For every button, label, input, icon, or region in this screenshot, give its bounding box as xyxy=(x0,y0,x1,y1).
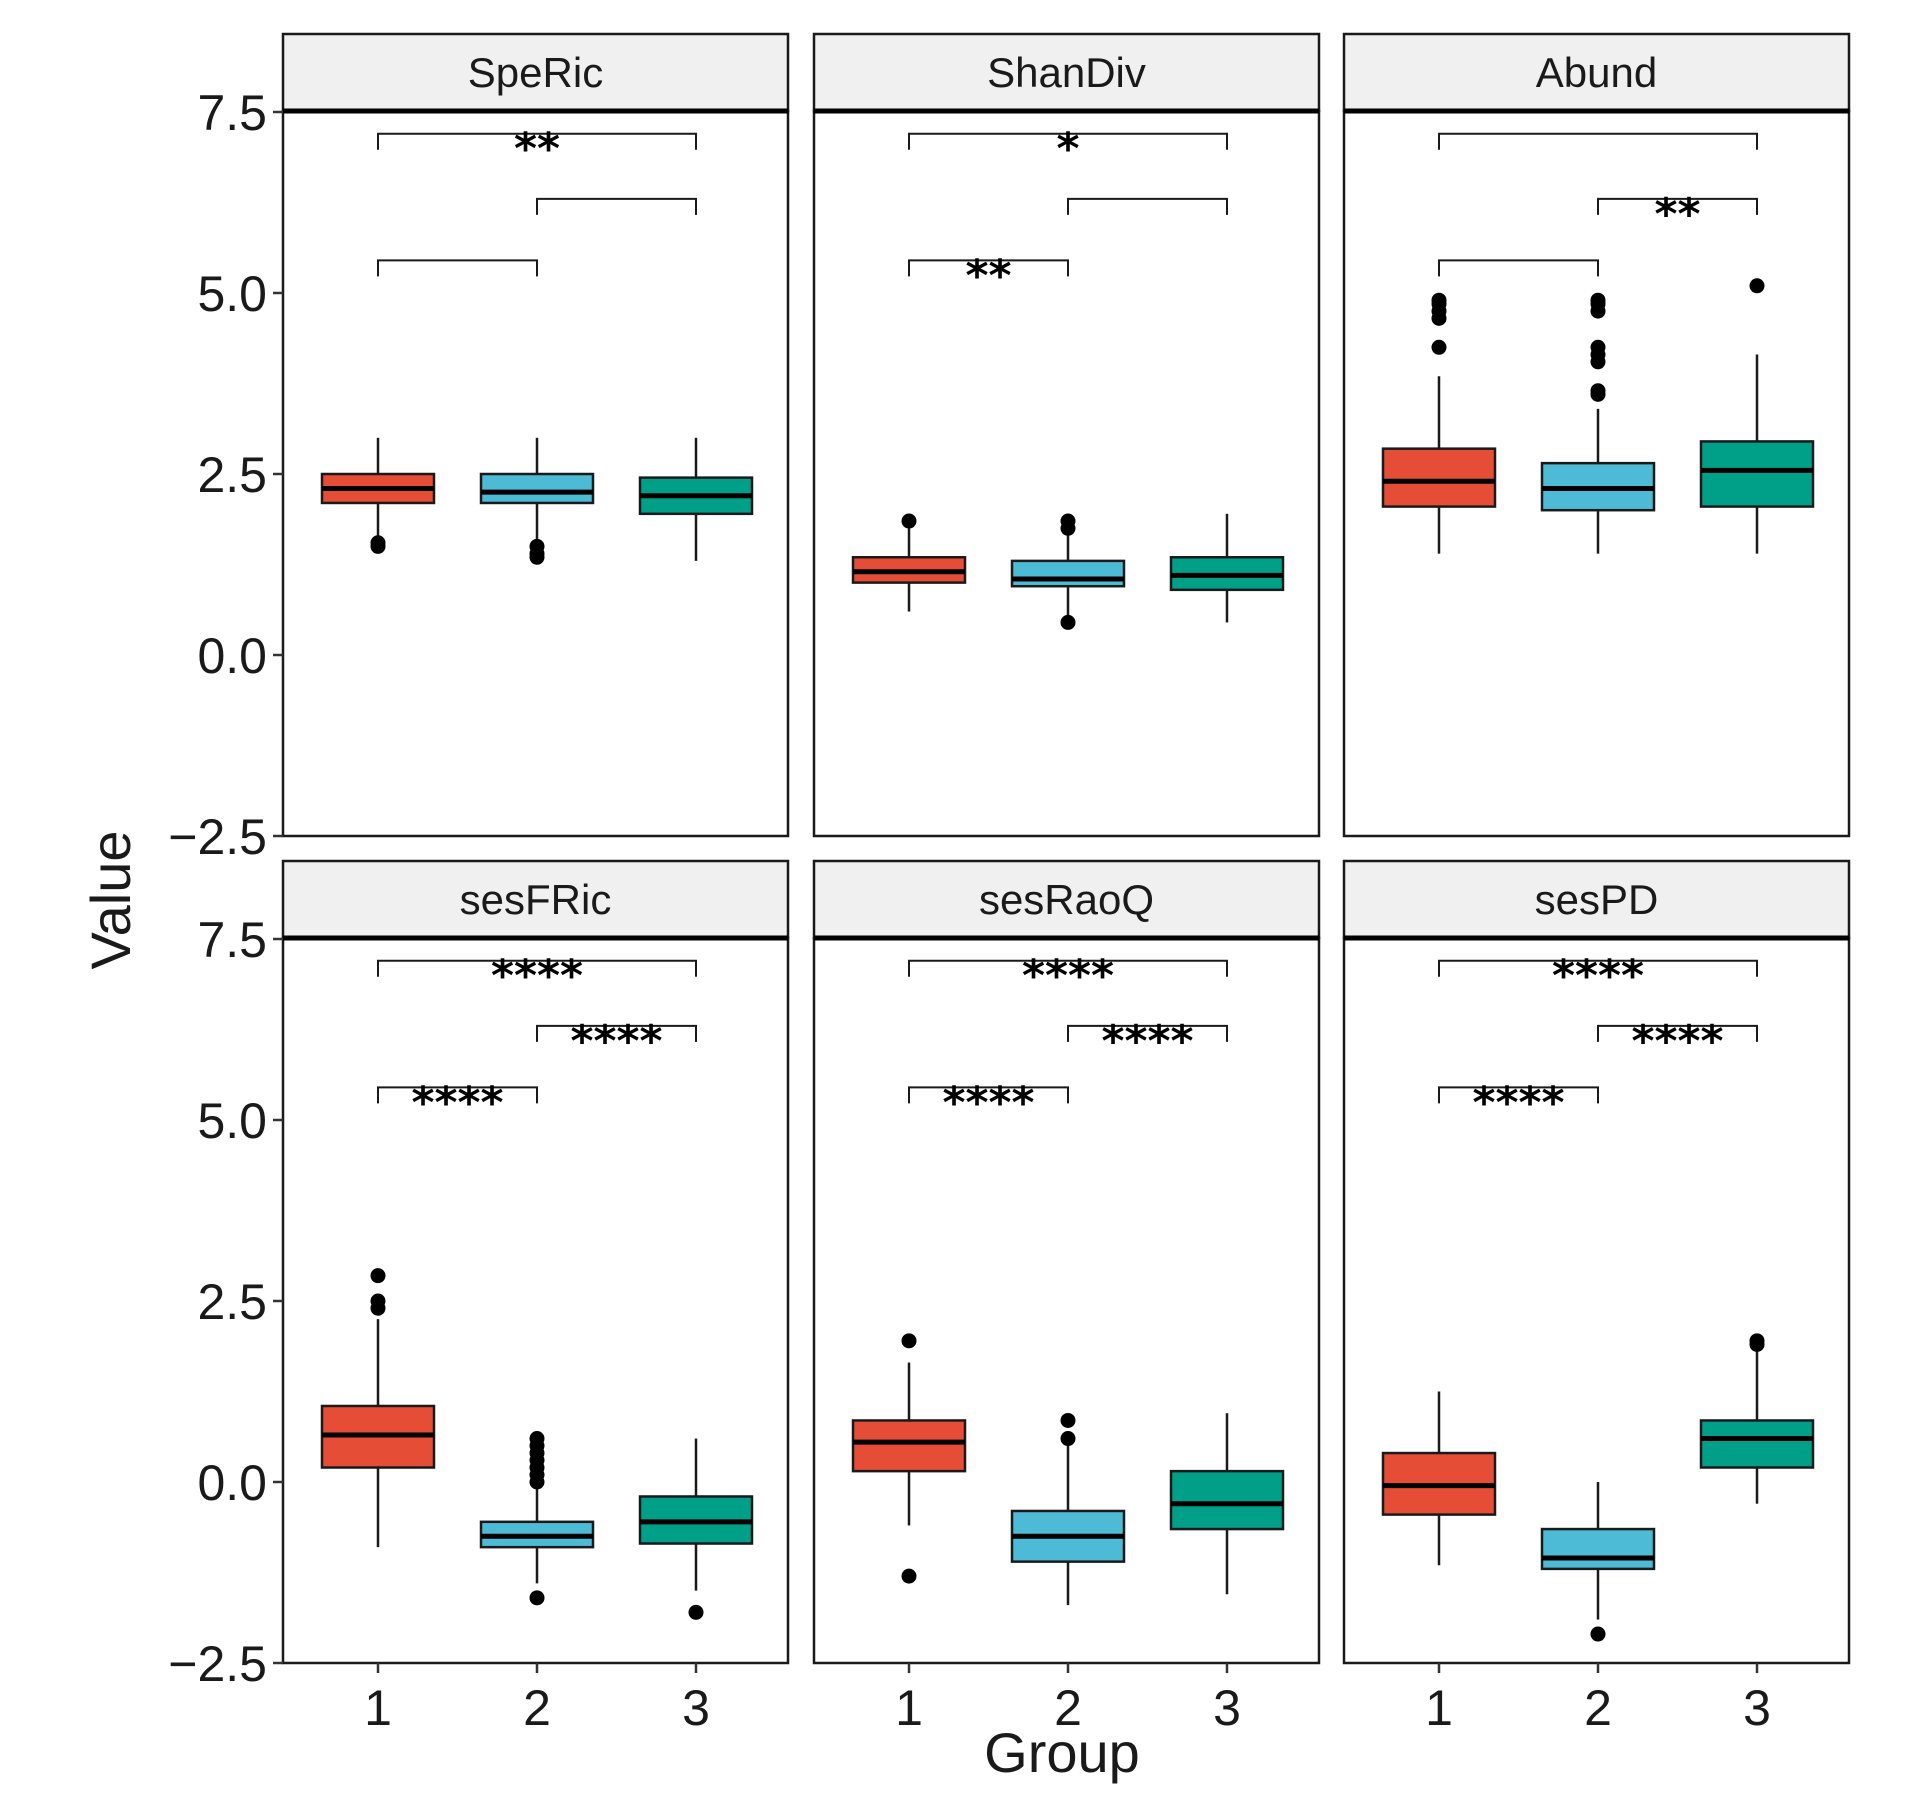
x-tick-label: 2 xyxy=(1584,1680,1612,1736)
outlier-point xyxy=(1060,614,1076,630)
box-group-3 xyxy=(1699,1419,1815,1469)
facet-title: Abund xyxy=(1536,49,1657,96)
significance-bracket xyxy=(1438,1086,1599,1104)
significance-bracket xyxy=(377,259,538,277)
outlier-point xyxy=(1431,292,1447,308)
significance-label: ** xyxy=(514,124,560,175)
x-axis-title: Group xyxy=(984,1721,1140,1784)
outlier-point xyxy=(1431,339,1447,355)
significance-label: **** xyxy=(570,1016,662,1067)
significance-label: * xyxy=(1056,124,1079,175)
outlier-point xyxy=(901,1568,917,1584)
panel-area xyxy=(281,936,790,1665)
x-tick-label: 2 xyxy=(523,1680,551,1736)
significance-label: **** xyxy=(1552,951,1644,1002)
outlier-point xyxy=(1590,339,1606,355)
significance-bracket xyxy=(1438,132,1758,150)
outlier-point xyxy=(1060,1431,1076,1447)
significance-bracket xyxy=(377,1086,538,1104)
facet-title: sesFRic xyxy=(460,876,612,923)
significance-label: **** xyxy=(1472,1077,1564,1128)
outlier-point xyxy=(370,535,386,551)
y-tick-label: 7.5 xyxy=(197,912,267,968)
significance-bracket xyxy=(1067,1024,1228,1042)
facet-title: sesPD xyxy=(1535,876,1659,923)
x-tick-label: 3 xyxy=(682,1680,710,1736)
box-group-2 xyxy=(479,472,595,505)
outlier-point xyxy=(688,1604,704,1620)
x-tick-label: 1 xyxy=(1425,1680,1453,1736)
significance-bracket xyxy=(908,132,1228,150)
box-group-3 xyxy=(1169,1469,1285,1531)
facet-title: sesRaoQ xyxy=(979,876,1154,923)
facet-strip xyxy=(281,32,790,113)
significance-label: **** xyxy=(491,951,583,1002)
box-group-3 xyxy=(1699,440,1815,508)
facet-strip xyxy=(281,859,790,940)
outlier-point xyxy=(901,513,917,529)
significance-label: ** xyxy=(1654,189,1700,240)
significance-label: **** xyxy=(942,1077,1034,1128)
x-tick-label: 1 xyxy=(364,1680,392,1736)
facet-strip xyxy=(1342,859,1851,940)
box-group-1 xyxy=(851,1419,967,1473)
y-tick-label: 7.5 xyxy=(197,85,267,141)
significance-bracket xyxy=(908,1086,1069,1104)
y-tick-label: −2.5 xyxy=(168,809,267,865)
significance-bracket xyxy=(1597,1024,1758,1042)
outlier-point xyxy=(529,1590,545,1606)
outlier-point xyxy=(901,1333,917,1349)
y-tick-label: 5.0 xyxy=(197,266,267,322)
significance-bracket xyxy=(1597,197,1758,215)
x-tick-label: 2 xyxy=(1054,1680,1082,1736)
y-tick-label: 0.0 xyxy=(197,1455,267,1511)
y-tick-label: 2.5 xyxy=(197,1274,267,1330)
significance-bracket xyxy=(1438,959,1758,977)
box-group-2 xyxy=(1540,1527,1656,1571)
significance-label: ** xyxy=(965,250,1011,301)
significance-label: **** xyxy=(1101,1016,1193,1067)
significance-bracket xyxy=(1067,197,1228,215)
x-tick-label: 3 xyxy=(1743,1680,1771,1736)
y-tick-label: 5.0 xyxy=(197,1093,267,1149)
outlier-point xyxy=(1060,513,1076,529)
y-tick-label: 2.5 xyxy=(197,447,267,503)
facet-strip xyxy=(1342,32,1851,113)
outlier-point xyxy=(370,1268,386,1284)
significance-label: **** xyxy=(1022,951,1114,1002)
box-group-2 xyxy=(1010,559,1126,588)
outlier-point xyxy=(529,538,545,554)
facet-title: ShanDiv xyxy=(987,49,1146,96)
x-tick-label: 3 xyxy=(1213,1680,1241,1736)
significance-bracket xyxy=(536,197,697,215)
significance-bracket xyxy=(536,1024,697,1042)
significance-bracket xyxy=(377,132,697,150)
significance-bracket xyxy=(908,259,1069,277)
panel-area xyxy=(812,109,1321,838)
y-tick-label: 0.0 xyxy=(197,628,267,684)
outlier-point xyxy=(370,1293,386,1309)
outlier-point xyxy=(1590,1626,1606,1642)
outlier-point xyxy=(1590,383,1606,399)
outlier-point xyxy=(1749,1333,1765,1349)
significance-bracket xyxy=(908,959,1228,977)
box-group-1 xyxy=(1381,447,1497,508)
facet-strip xyxy=(812,32,1321,113)
outlier-point xyxy=(1590,292,1606,308)
x-tick-label: 1 xyxy=(895,1680,923,1736)
outlier-point xyxy=(1060,1412,1076,1428)
y-axis-title: Value xyxy=(79,830,142,969)
outlier-point xyxy=(1749,278,1765,294)
significance-bracket xyxy=(1438,259,1599,277)
facet-title: SpeRic xyxy=(468,49,603,96)
significance-label: **** xyxy=(1631,1016,1723,1067)
y-tick-label: −2.5 xyxy=(168,1636,267,1692)
significance-label: **** xyxy=(411,1077,503,1128)
outlier-point xyxy=(529,1431,545,1447)
significance-bracket xyxy=(377,959,697,977)
